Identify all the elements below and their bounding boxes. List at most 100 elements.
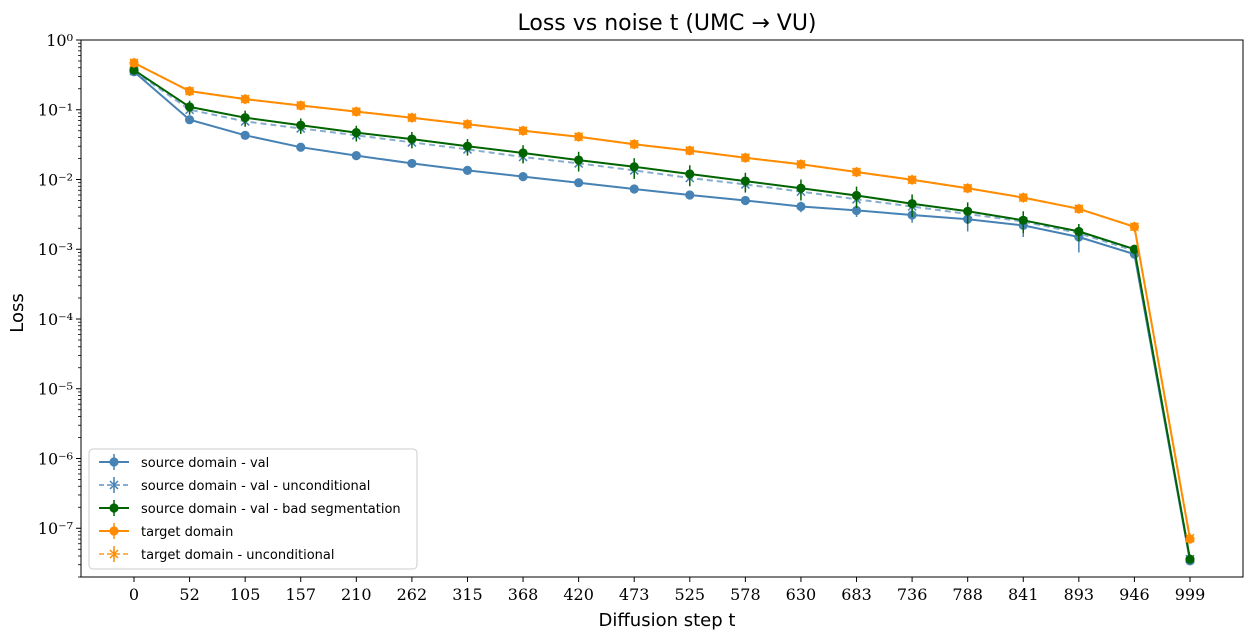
y-tick-label: 10⁻⁵ — [38, 380, 73, 399]
x-tick-label: 893 — [1064, 585, 1095, 604]
data-point — [1129, 244, 1140, 254]
data-point — [796, 201, 806, 212]
x-tick-label: 420 — [563, 585, 594, 604]
series-line — [133, 69, 1191, 560]
data-point — [740, 176, 750, 186]
data-point — [129, 65, 139, 75]
data-point — [851, 190, 862, 201]
x-tick-label: 315 — [452, 585, 483, 604]
data-point — [907, 174, 917, 185]
data-point — [1129, 221, 1139, 232]
data-point — [296, 142, 306, 152]
series-line — [133, 70, 1191, 560]
data-point — [184, 102, 195, 112]
data-point — [629, 184, 639, 194]
legend-label: source domain - val - unconditional — [141, 479, 370, 494]
x-tick-label: 630 — [786, 585, 817, 604]
series-line — [133, 71, 1191, 562]
data-point — [796, 183, 806, 193]
x-tick-label: 999 — [1175, 585, 1206, 604]
legend-marker — [109, 480, 119, 490]
data-point — [351, 151, 361, 161]
y-tick-label: 10⁻² — [38, 170, 73, 189]
data-point — [240, 113, 250, 123]
data-point — [629, 162, 639, 172]
data-point — [296, 120, 306, 130]
x-tick-label: 525 — [675, 585, 706, 604]
data-point — [1074, 203, 1084, 214]
data-point — [574, 155, 584, 165]
y-tick-label: 10⁻⁴ — [38, 310, 73, 329]
data-point — [185, 86, 195, 97]
legend: source domain - val source domain - val -… — [88, 448, 418, 570]
data-point — [629, 139, 639, 150]
data-point — [296, 100, 306, 111]
x-tick-label: 683 — [841, 585, 872, 604]
x-tick-label: 157 — [285, 585, 316, 604]
data-point — [351, 106, 361, 117]
legend-entry-1: source domain - val - unconditional — [99, 477, 370, 494]
data-point — [1185, 554, 1195, 564]
y-axis-label: Loss — [7, 293, 28, 332]
chart-title: Loss vs noise t (UMC → VU) — [517, 11, 816, 36]
x-tick-label: 578 — [730, 585, 761, 604]
y-tick-label: 10⁻³ — [38, 240, 73, 259]
data-point — [518, 148, 528, 158]
data-point — [796, 159, 806, 170]
y-tick-label: 10⁻¹ — [38, 101, 73, 120]
x-tick-label: 262 — [397, 585, 428, 604]
plot-area: 10⁻⁷ 10⁻⁶ 10⁻⁵ 10⁻⁴ 10⁻³ 10⁻² 10⁻¹ 10⁰ 0 52 105 157… — [38, 31, 1205, 604]
x-tick-label: 736 — [897, 585, 928, 604]
x-tick-label: 0 — [129, 585, 139, 604]
data-point — [574, 131, 584, 142]
data-point — [685, 190, 695, 200]
x-axis-label: Diffusion step t — [599, 610, 736, 631]
data-point — [574, 178, 584, 188]
x-tick-label: 841 — [1008, 585, 1039, 604]
legend-box — [88, 448, 418, 570]
x-tick-label: 368 — [508, 585, 539, 604]
legend-entry-3: target domain — [99, 523, 233, 540]
plot-frame — [80, 39, 1244, 578]
x-tick-label: 52 — [179, 585, 199, 604]
x-tick-label: 788 — [952, 585, 983, 604]
data-point — [740, 195, 750, 206]
legend-label: target domain — [141, 525, 233, 540]
x-tick-label: 473 — [619, 585, 650, 604]
legend-entry-2: source domain - val - bad segmentation — [99, 500, 401, 517]
data-point — [462, 165, 473, 176]
data-point — [407, 158, 417, 169]
data-point — [1018, 192, 1028, 203]
data-point — [518, 172, 528, 182]
y-tick-label: 10⁻⁷ — [38, 519, 73, 538]
legend-label: source domain - val - bad segmentation — [141, 502, 401, 517]
data-point — [518, 125, 528, 136]
data-point — [685, 169, 695, 179]
legend-entry-4: target domain - unconditional — [99, 546, 334, 563]
data-point — [851, 167, 862, 178]
y-tick-label: 10⁰ — [46, 31, 73, 50]
legend-marker — [109, 457, 119, 467]
series-line — [133, 62, 1191, 539]
legend-entry-0: source domain - val — [99, 454, 269, 471]
data-point — [1074, 226, 1084, 237]
x-tick-label: 105 — [230, 585, 261, 604]
legend-label: source domain - val — [141, 456, 269, 471]
data-point — [129, 57, 139, 68]
data-point — [240, 94, 250, 105]
data-point — [963, 183, 973, 194]
legend-marker — [109, 549, 119, 559]
data-point — [407, 112, 417, 123]
x-tick-label: 946 — [1119, 585, 1150, 604]
series-4 — [129, 57, 1195, 544]
series-2 — [129, 65, 1195, 564]
data-point — [907, 199, 917, 209]
data-point — [184, 115, 195, 125]
data-point — [740, 152, 750, 163]
data-point — [462, 141, 473, 151]
data-point — [1018, 215, 1028, 225]
legend-label: target domain - unconditional — [141, 548, 334, 563]
legend-marker — [109, 503, 119, 513]
data-point — [240, 130, 250, 140]
